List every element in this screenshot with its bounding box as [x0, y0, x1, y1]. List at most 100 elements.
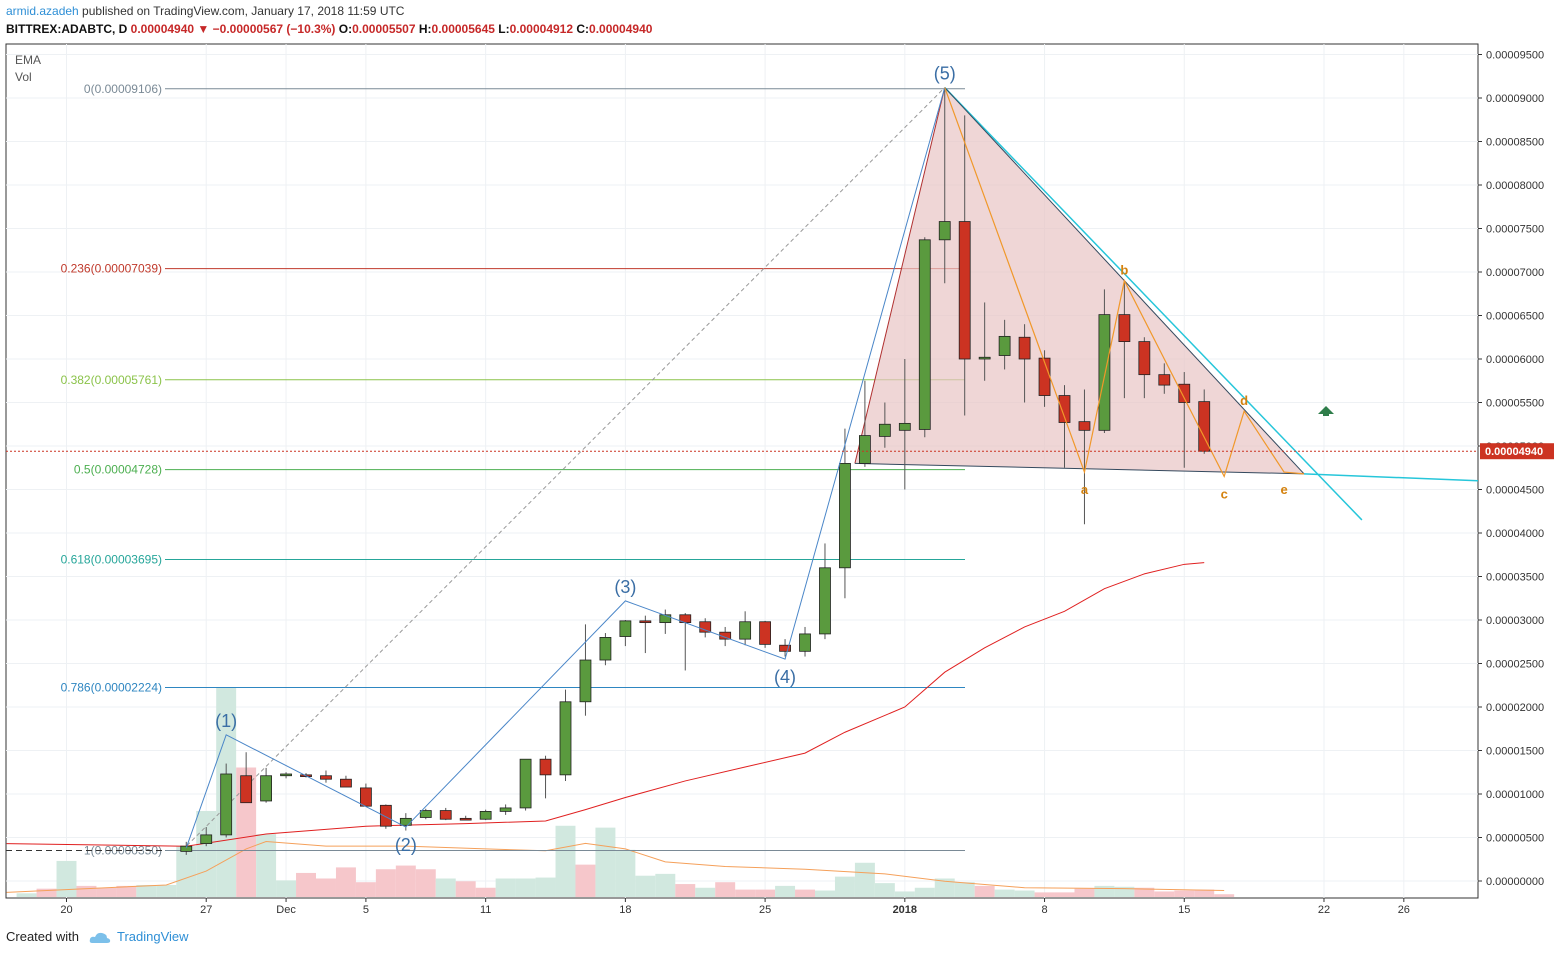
candle: [839, 428, 851, 599]
candle-body: [859, 435, 871, 464]
tradingview-link[interactable]: TradingView: [117, 929, 189, 944]
abcde-label: d: [1240, 393, 1248, 408]
volume-bar: [515, 878, 536, 897]
candle-body: [978, 356, 991, 360]
abcde-waves: a b c d e: [944, 87, 1305, 501]
volume-bar: [16, 893, 37, 897]
volume-bar: [316, 878, 336, 897]
candle: [918, 237, 931, 438]
triangle-upper-trendline: [944, 87, 1363, 521]
fib-label: 0.382(0.00005761): [61, 373, 162, 387]
candle-body: [659, 614, 672, 624]
volume-bar: [874, 883, 895, 897]
ohlc-header: BITTREX:ADABTC, D 0.00004940 ▼ −0.000005…: [6, 22, 652, 36]
fib-label: 0.5(0.00004728): [74, 463, 162, 477]
candle-body: [180, 845, 193, 852]
ema-indicator-label[interactable]: EMA: [15, 53, 42, 67]
close-value: 0.00004940: [589, 22, 653, 36]
candle-body: [280, 773, 292, 777]
candle-body: [1118, 314, 1131, 343]
created-with: Created with: [6, 929, 79, 944]
symbol-label[interactable]: BITTREX:ADABTC, D: [6, 22, 128, 36]
candle-body: [320, 775, 332, 780]
vol-indicator-label[interactable]: Vol: [15, 70, 32, 84]
candle-body: [499, 807, 512, 812]
price-tick-label: 0.00002000: [1486, 702, 1544, 714]
fib-label: 1(0.00000350): [84, 844, 162, 858]
price-tick-label: 0.00008500: [1486, 137, 1544, 149]
price-tick-label: 0.00003000: [1486, 615, 1544, 627]
abcde-label: c: [1221, 486, 1228, 501]
price-tick-label: 0.00004500: [1486, 485, 1544, 497]
candle-body: [819, 567, 831, 635]
candle-body: [559, 701, 572, 776]
candle: [359, 783, 372, 807]
candle-body: [1018, 336, 1031, 360]
volume-bar: [555, 825, 576, 897]
time-tick-label: 15: [1178, 904, 1190, 916]
volume-bar: [276, 880, 297, 897]
volume-bar: [76, 885, 97, 897]
price-tick-label: 0.00006000: [1486, 354, 1544, 366]
author-link[interactable]: armid.azadeh: [6, 4, 79, 18]
triangle-left-edge: [854, 87, 946, 464]
triangle-lower-trendline: [1303, 473, 1479, 482]
candle-body: [419, 810, 432, 818]
candle-body: [1138, 341, 1151, 376]
volume-bar: [735, 889, 756, 897]
candle: [699, 618, 712, 638]
candle-body: [878, 423, 891, 437]
candle-body: [938, 221, 951, 241]
volume-bar: [96, 887, 117, 897]
candle: [958, 115, 971, 416]
volume-bar: [954, 882, 975, 897]
elliott-wave-label: (4): [774, 667, 796, 687]
volume-bar: [834, 876, 855, 897]
candle-body: [439, 810, 452, 820]
price-tick-label: 0.00001000: [1486, 789, 1544, 801]
candle: [599, 633, 612, 666]
volume-bar: [156, 884, 177, 897]
volume-bar: [395, 865, 416, 897]
candle: [459, 815, 472, 821]
ema-line: [6, 562, 1205, 847]
time-tick-label: 26: [1398, 904, 1410, 916]
candle: [220, 763, 233, 838]
volume-bar: [196, 810, 217, 897]
candle-body: [918, 239, 931, 430]
price-tick-label: 0.00001500: [1486, 746, 1544, 758]
candle-body: [260, 775, 273, 802]
candle: [419, 808, 432, 820]
price-change: −0.00000567 (−10.3%): [212, 22, 336, 36]
triangle-pattern: [854, 87, 1479, 521]
volume-bar: [56, 860, 77, 897]
volume-bar: [974, 885, 995, 897]
time-tick-label: 11: [480, 904, 491, 916]
candle-body: [1178, 383, 1191, 403]
publish-info: armid.azadeh published on TradingView.co…: [6, 4, 404, 18]
candle-body: [479, 811, 492, 820]
time-tick-label: 2018: [893, 904, 917, 916]
price-tick-label: 0.00007500: [1486, 224, 1544, 236]
time-tick-label: 18: [619, 904, 631, 916]
candle-body: [958, 221, 971, 360]
elliott-wave-label: (1): [215, 711, 237, 731]
candle-body: [539, 758, 552, 776]
price-tick-label: 0.00007000: [1486, 267, 1544, 279]
volume-bar: [1074, 888, 1095, 897]
price-tick-label: 0.00005500: [1486, 398, 1544, 410]
ema-line: [6, 562, 1205, 847]
price-tick-label: 0.00006500: [1486, 311, 1544, 323]
candle: [659, 609, 672, 634]
volume-bar: [635, 875, 656, 897]
price-tick-label: 0.00002500: [1486, 659, 1544, 671]
candle: [280, 772, 292, 779]
volume-ema-line: [6, 840, 1225, 893]
candle-body: [1058, 395, 1071, 423]
price-tick-label: 0.00004000: [1486, 528, 1544, 540]
candle: [539, 755, 552, 799]
volume-bar: [335, 867, 356, 897]
elliott-wave-label: (5): [934, 64, 956, 84]
volume-bar: [575, 864, 596, 897]
